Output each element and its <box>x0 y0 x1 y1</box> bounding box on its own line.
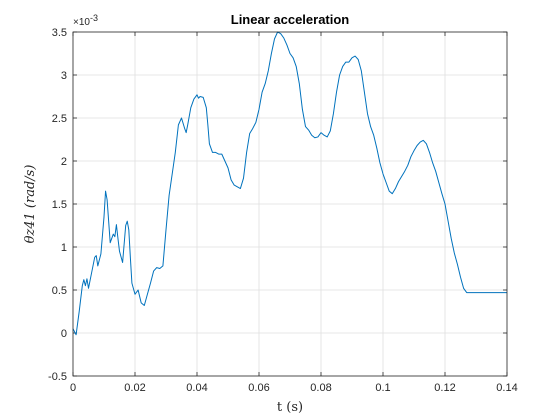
y-tick-label: 3 <box>61 70 67 82</box>
y-tick-label: 0.5 <box>52 285 67 297</box>
y-exponent-label: ×10-3 <box>73 13 98 28</box>
x-tick-label: 0.1 <box>375 382 390 394</box>
svg-text:×10-3: ×10-3 <box>73 13 98 28</box>
x-axis-label: t (s) <box>277 400 303 415</box>
x-tick-label: 0.04 <box>186 382 207 394</box>
x-tick-label: 0.12 <box>434 382 455 394</box>
y-exponent-base: ×10 <box>73 17 90 28</box>
chart-title: Linear acceleration <box>231 12 350 27</box>
x-tick-label: 0.02 <box>124 382 145 394</box>
y-axis-ticks: -0.5 0 0.5 1 1.5 2 2.5 3 3.5 <box>48 27 507 383</box>
y-tick-label: -0.5 <box>48 371 67 383</box>
y-tick-label: 3.5 <box>52 27 67 39</box>
y-tick-label: 2 <box>61 156 67 168</box>
x-axis-ticks: 0 0.02 0.04 0.06 0.08 0.1 0.12 0.14 <box>70 32 518 394</box>
y-tick-label: 1.5 <box>52 199 67 211</box>
x-tick-label: 0.06 <box>248 382 269 394</box>
y-exponent-power: -3 <box>90 13 98 23</box>
y-tick-label: 0 <box>61 328 67 340</box>
y-tick-label: 1 <box>61 242 67 254</box>
axes-box <box>72 31 508 377</box>
series-line <box>72 31 507 336</box>
y-axis-label: θz41 (rad/s) <box>23 165 38 244</box>
y-tick-label: 2.5 <box>52 113 67 125</box>
x-tick-label: 0.14 <box>496 382 517 394</box>
x-tick-label: 0.08 <box>310 382 331 394</box>
x-tick-label: 0 <box>70 382 76 394</box>
